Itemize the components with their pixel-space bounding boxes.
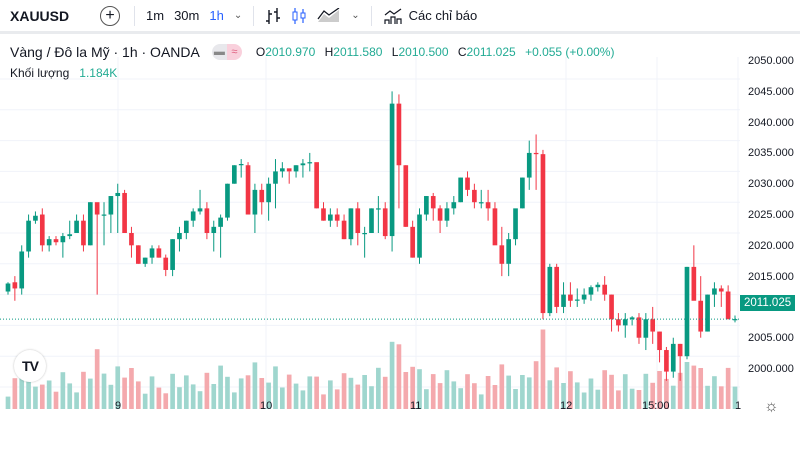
y-tick: 2015.000 — [748, 270, 794, 283]
divider — [134, 5, 135, 26]
y-tick: 2000.000 — [748, 363, 794, 375]
y-tick: 2035.000 — [748, 147, 794, 160]
chevron-down-icon[interactable]: ⌄ — [351, 10, 360, 21]
x-tick: 11 — [410, 400, 422, 412]
price-chart[interactable] — [0, 34, 800, 451]
chevron-down-icon[interactable]: ⌄ — [233, 10, 243, 21]
interval-1h[interactable]: 1h — [209, 8, 224, 23]
y-tick: 2025.000 — [748, 209, 794, 221]
symbol-title: Vàng / Đô la Mỹ · 1h · OANDA — [10, 44, 200, 60]
tradingview-logo[interactable]: TV — [14, 350, 46, 382]
interval-30m[interactable]: 30m — [174, 8, 200, 23]
chart-legend: Vàng / Đô la Mỹ · 1h · OANDA ▬ ≈ O2010.97… — [10, 44, 620, 60]
divider — [253, 5, 255, 26]
x-tick: 9 — [115, 400, 122, 412]
area-chart-icon[interactable] — [317, 7, 341, 24]
symbol-search[interactable]: XAUUSD — [10, 7, 70, 24]
y-tick: 2030.000 — [748, 178, 794, 191]
volume-legend: Khối lượng 1.184K — [10, 66, 117, 80]
x-tick: 10 — [260, 400, 273, 412]
top-toolbar: XAUUSD + 1m 30m 1h ⌄ ⌄ Các chỉ báo — [0, 0, 800, 34]
x-tick: 12 — [560, 400, 573, 412]
volume-value: 1.184K — [79, 66, 118, 80]
divider — [370, 5, 372, 26]
volume-label: Khối lượng — [10, 66, 70, 80]
indicators-button[interactable]: Các chỉ báo — [383, 7, 478, 25]
candles-icon[interactable] — [291, 7, 307, 25]
x-tick: 1 — [735, 400, 742, 412]
y-tick: 2050.000 — [748, 55, 794, 67]
legend-toggle[interactable]: ▬ ≈ — [211, 44, 242, 60]
interval-1m[interactable]: 1m — [146, 8, 165, 23]
y-tick: 2040.000 — [748, 116, 794, 129]
last-price-tag: 2011.025 — [740, 295, 796, 311]
y-tick: 2005.000 — [748, 332, 794, 345]
y-tick: 2020.000 — [748, 239, 794, 252]
x-tick: 15:00 — [642, 400, 670, 412]
bar-chart-icon[interactable] — [265, 7, 281, 25]
ohlc-values: O2010.970 H2011.580 L2010.500 C2011.025 … — [255, 45, 615, 59]
y-tick: 2045.000 — [748, 85, 794, 98]
gear-icon[interactable]: ☼ — [764, 398, 779, 415]
indicators-icon — [384, 8, 402, 24]
indicators-label: Các chỉ báo — [408, 8, 478, 23]
plus-circle-icon[interactable]: + — [100, 5, 120, 26]
